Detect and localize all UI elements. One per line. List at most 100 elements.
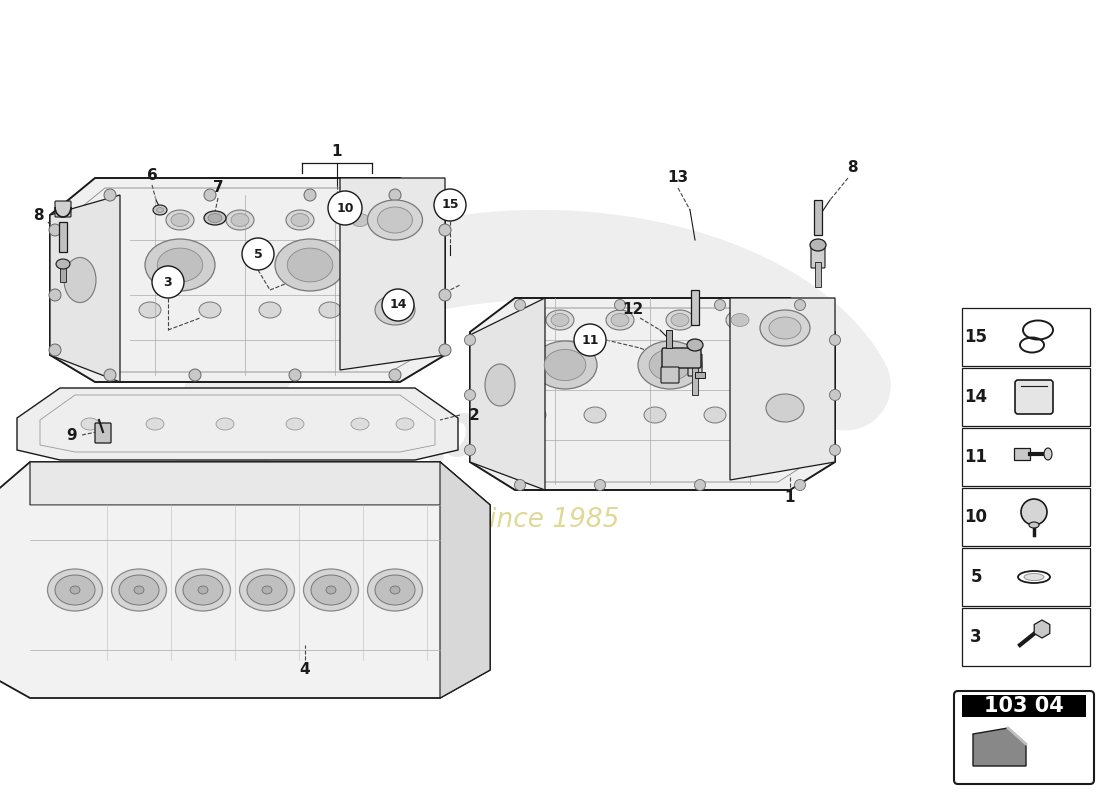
Circle shape: [464, 445, 475, 455]
Ellipse shape: [1028, 522, 1040, 528]
Circle shape: [152, 266, 184, 298]
Bar: [695, 372, 705, 378]
Bar: [60, 264, 66, 282]
Ellipse shape: [524, 407, 546, 423]
Polygon shape: [50, 178, 446, 382]
Text: 2: 2: [469, 407, 480, 422]
Circle shape: [829, 334, 840, 346]
FancyBboxPatch shape: [55, 201, 72, 217]
Circle shape: [439, 224, 451, 236]
Bar: [666, 330, 672, 348]
Ellipse shape: [170, 214, 189, 226]
Bar: [962, 695, 1086, 717]
Text: 15: 15: [965, 328, 988, 346]
Text: 3: 3: [164, 275, 173, 289]
Ellipse shape: [649, 350, 691, 381]
Ellipse shape: [396, 418, 414, 430]
Circle shape: [328, 191, 362, 225]
Ellipse shape: [240, 569, 295, 611]
Polygon shape: [730, 298, 835, 480]
Ellipse shape: [139, 302, 161, 318]
Ellipse shape: [319, 302, 341, 318]
FancyBboxPatch shape: [662, 348, 701, 368]
Text: 7: 7: [212, 181, 223, 195]
Circle shape: [715, 299, 726, 310]
Text: 103 04: 103 04: [984, 696, 1064, 716]
Text: 14: 14: [389, 298, 407, 311]
Bar: [962, 308, 1090, 366]
Circle shape: [242, 238, 274, 270]
Ellipse shape: [671, 314, 689, 326]
Ellipse shape: [47, 569, 102, 611]
Text: 4: 4: [299, 662, 310, 678]
Ellipse shape: [544, 350, 586, 381]
Ellipse shape: [666, 310, 694, 330]
Ellipse shape: [760, 310, 810, 346]
Polygon shape: [974, 728, 1026, 766]
Circle shape: [189, 369, 201, 381]
Text: 10: 10: [337, 202, 354, 214]
Ellipse shape: [199, 302, 221, 318]
Ellipse shape: [732, 314, 749, 326]
Ellipse shape: [231, 214, 249, 226]
Ellipse shape: [351, 214, 369, 226]
Ellipse shape: [156, 207, 164, 213]
Ellipse shape: [485, 364, 515, 406]
Ellipse shape: [326, 586, 336, 594]
Text: 10: 10: [965, 508, 988, 526]
Ellipse shape: [292, 214, 309, 226]
Ellipse shape: [111, 569, 166, 611]
Ellipse shape: [644, 407, 666, 423]
Ellipse shape: [351, 418, 369, 430]
Circle shape: [104, 369, 116, 381]
Text: 3: 3: [970, 628, 982, 646]
Ellipse shape: [208, 214, 222, 222]
Text: 1: 1: [332, 145, 342, 159]
Ellipse shape: [551, 314, 569, 326]
Ellipse shape: [55, 575, 95, 605]
Polygon shape: [440, 462, 490, 698]
FancyBboxPatch shape: [954, 691, 1094, 784]
Circle shape: [515, 479, 526, 490]
Ellipse shape: [704, 407, 726, 423]
FancyBboxPatch shape: [811, 246, 825, 268]
Ellipse shape: [157, 248, 202, 282]
Bar: [962, 428, 1090, 486]
Ellipse shape: [1024, 574, 1044, 581]
Circle shape: [434, 189, 466, 221]
Text: 8: 8: [847, 161, 857, 175]
Text: 5: 5: [970, 568, 981, 586]
Polygon shape: [1034, 620, 1049, 638]
Text: 6: 6: [146, 167, 157, 182]
Circle shape: [574, 324, 606, 356]
FancyBboxPatch shape: [95, 423, 111, 443]
Circle shape: [439, 344, 451, 356]
Ellipse shape: [287, 248, 332, 282]
Ellipse shape: [379, 302, 401, 318]
Circle shape: [829, 390, 840, 401]
Ellipse shape: [367, 200, 422, 240]
Ellipse shape: [248, 575, 287, 605]
Polygon shape: [470, 298, 544, 490]
Ellipse shape: [226, 210, 254, 230]
Ellipse shape: [375, 295, 415, 325]
Text: 14: 14: [965, 388, 988, 406]
Ellipse shape: [759, 407, 781, 423]
Circle shape: [794, 479, 805, 490]
Ellipse shape: [584, 407, 606, 423]
Ellipse shape: [390, 586, 400, 594]
Bar: [962, 488, 1090, 546]
Bar: [814, 200, 822, 235]
Bar: [962, 548, 1090, 606]
Ellipse shape: [204, 211, 226, 225]
Ellipse shape: [119, 575, 160, 605]
Text: 11: 11: [581, 334, 598, 346]
Ellipse shape: [153, 205, 167, 215]
Ellipse shape: [81, 418, 99, 430]
Text: 12: 12: [623, 302, 643, 318]
Ellipse shape: [1044, 448, 1052, 460]
Bar: [962, 608, 1090, 666]
Ellipse shape: [176, 569, 231, 611]
Circle shape: [794, 299, 805, 310]
Circle shape: [615, 299, 626, 310]
